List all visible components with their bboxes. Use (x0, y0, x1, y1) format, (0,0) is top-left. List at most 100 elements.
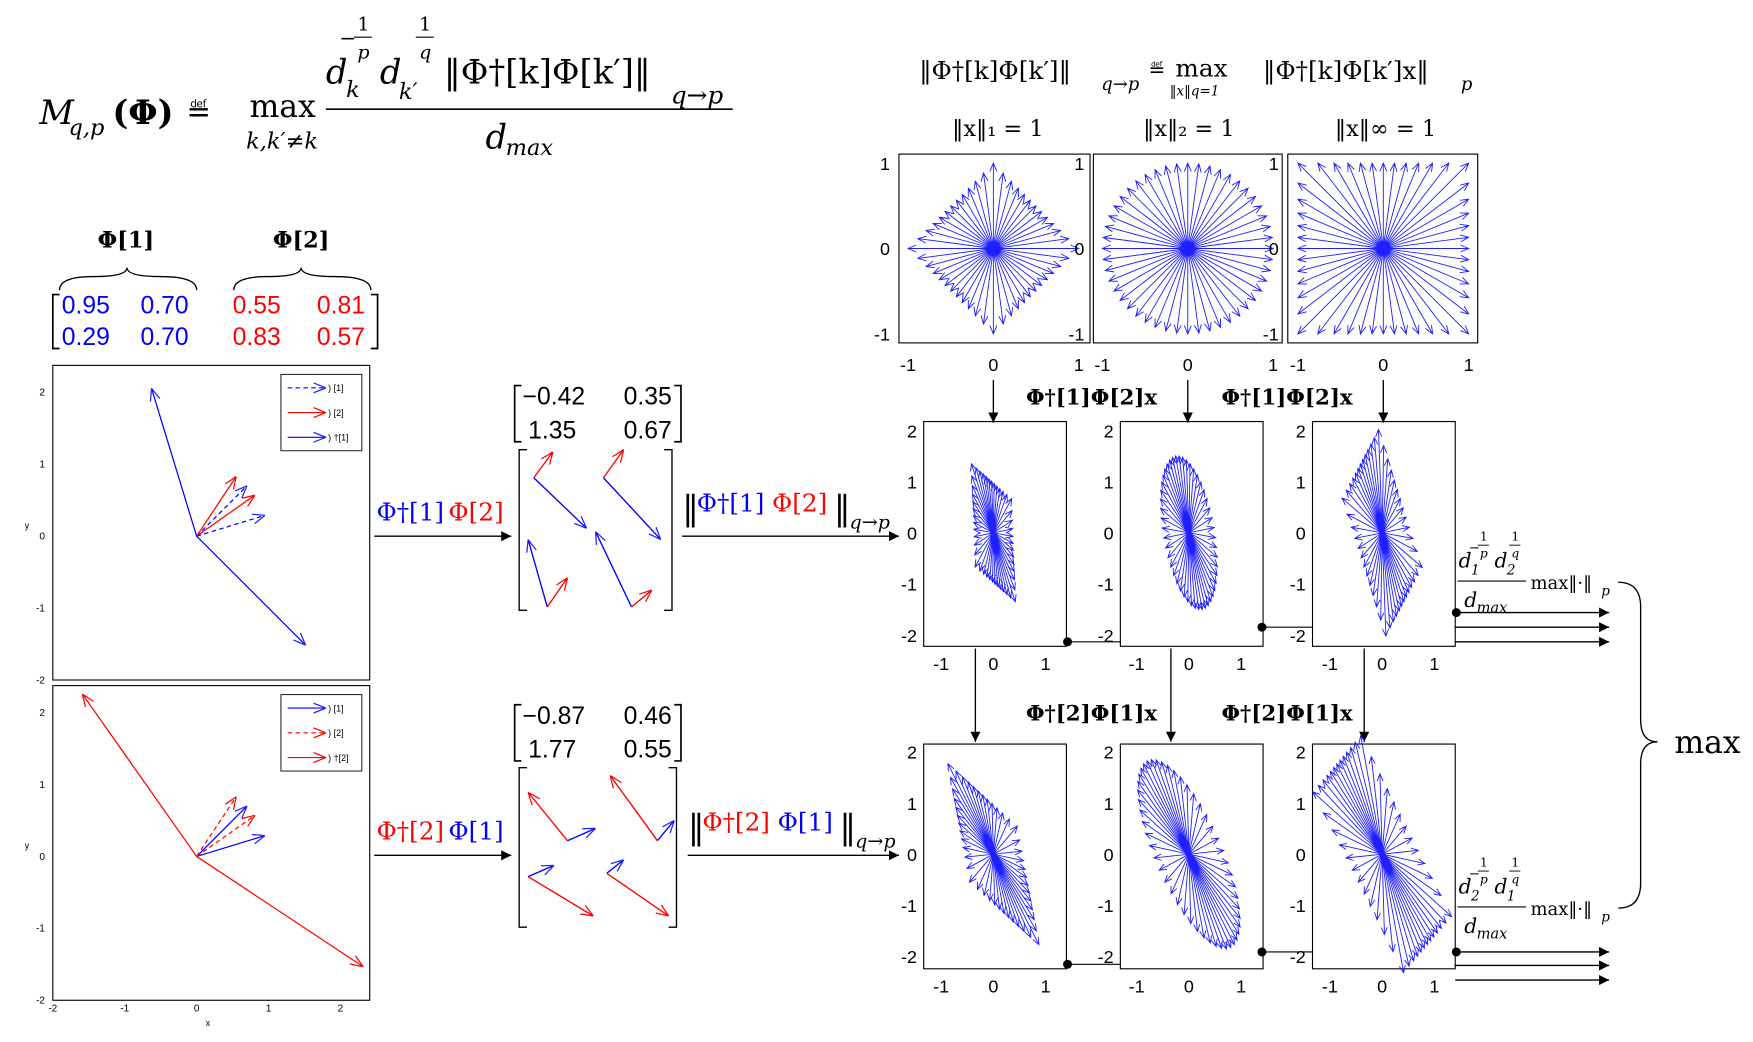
math-text: 1 (1511, 856, 1519, 870)
vector-arrow (196, 535, 306, 645)
product-label: Φ†[2] (376, 817, 444, 846)
bracket (668, 766, 678, 928)
y-tick-label: 2 (39, 708, 45, 719)
math-text: d (1459, 549, 1472, 573)
plot-frame (1287, 153, 1479, 344)
matrix-entry: 0.46 (624, 703, 672, 730)
x-tick-label: 1 (1268, 355, 1278, 375)
vector-arrow (196, 476, 237, 537)
math-text: p (1601, 910, 1610, 926)
math-text: p (1480, 872, 1488, 886)
x-tick-label: 0 (1377, 976, 1387, 996)
matrix-entry: 0.29 (62, 324, 110, 351)
math-text: M (38, 93, 75, 132)
y-tick-label: 0 (1074, 239, 1084, 259)
plot-frame (52, 685, 371, 1001)
math-text: k,k′≠k (246, 128, 318, 154)
x-tick-label: 0 (1184, 654, 1194, 674)
x-tick-label: -1 (933, 654, 949, 674)
math-text: q→p (671, 81, 724, 110)
legend-label: ) [1] (328, 383, 343, 393)
column-vector (602, 477, 660, 540)
map-label: Φ†[2]Φ[1]x (1221, 701, 1352, 726)
math-text: q (1511, 872, 1519, 886)
vector-arrow (152, 388, 198, 537)
plot-frame (52, 364, 371, 681)
column-vector (567, 828, 595, 842)
matrix-entry: 0.81 (317, 293, 365, 320)
math-text: 1 (1471, 562, 1480, 578)
plot-frame (898, 153, 1091, 344)
arrow-fan (1311, 734, 1453, 974)
math-text: ‖Φ†[k]Φ[k′]x‖ (1263, 56, 1429, 86)
bracket (518, 766, 528, 928)
y-tick-label: 2 (39, 388, 45, 399)
max-label: max (1674, 725, 1741, 761)
y-tick-label: -1 (36, 924, 45, 935)
y-tick-label: -1 (1098, 896, 1114, 916)
vector-arrow (196, 806, 247, 857)
y-tick-label: 1 (880, 154, 890, 174)
y-tick-label: -2 (1290, 947, 1306, 967)
x-tick-label: 0 (1183, 355, 1193, 375)
column-vector (596, 532, 633, 608)
junction (1451, 608, 1461, 618)
y-tick-label: 2 (1104, 743, 1114, 763)
y-tick-label: 1 (1104, 472, 1114, 492)
math-text: d (326, 52, 348, 91)
column-vector (533, 452, 553, 479)
math-text: k′ (399, 79, 418, 105)
math-text: 2 (1506, 562, 1516, 578)
bracket (674, 703, 682, 762)
bracket (518, 448, 528, 612)
column-vector (527, 865, 554, 878)
vector-arrow (196, 486, 247, 537)
math-text: max‖·‖ (1531, 899, 1593, 920)
math-text: − (1469, 866, 1480, 882)
legend-label: ) †[1] (328, 433, 348, 443)
y-tick-label: 0 (39, 852, 45, 863)
math-text: max (1175, 54, 1227, 83)
column-vector (528, 540, 548, 608)
column-vector (606, 860, 624, 874)
bracket (513, 384, 522, 443)
x-tick-label: 0 (988, 654, 998, 674)
y-tick-label: 1 (1296, 472, 1306, 492)
ball-label: ‖x‖₁ = 1 (952, 116, 1044, 142)
y-tick-label: 0 (1296, 524, 1306, 544)
x-tick-label: -1 (1129, 976, 1145, 996)
matrix-entry: 0.70 (140, 324, 188, 351)
matrix-entry: −0.42 (523, 384, 586, 411)
x-tick-label: 1 (1041, 976, 1051, 996)
x-tick-label: 0 (988, 976, 998, 996)
math-text: max (1477, 925, 1509, 942)
y-tick-label: 0 (1269, 239, 1279, 259)
arrow-fan (1296, 161, 1470, 336)
x-tick-label: 0 (1377, 654, 1387, 674)
math-text: q→p (1101, 74, 1140, 95)
x-tick-label: -2 (48, 1004, 57, 1015)
ball-label: ‖x‖∞ = 1 (1335, 116, 1436, 142)
x-tick-label: -1 (900, 355, 916, 375)
y-tick-label: -1 (1098, 575, 1114, 595)
bracket (370, 293, 379, 350)
norm-label: Φ[2] (772, 488, 827, 517)
y-tick-label: 2 (1104, 421, 1114, 441)
matrix-entry: 0.55 (624, 737, 672, 764)
y-tick-label: 0 (1104, 524, 1114, 544)
y-tick-label: -2 (36, 675, 45, 686)
y-tick-label: 2 (907, 421, 917, 441)
x-tick-label: 1 (1041, 654, 1051, 674)
x-tick-label: 0 (1184, 976, 1194, 996)
column-vector (606, 872, 669, 916)
norm-label: Φ†[2] (702, 808, 770, 837)
math-text: p (1480, 547, 1488, 561)
math-text: max‖·‖ (1531, 573, 1593, 594)
column-vector (546, 578, 567, 608)
y-tick-label: -1 (36, 603, 45, 614)
x-tick-label: 1 (1464, 355, 1474, 375)
y-tick-label: -1 (1290, 896, 1306, 916)
matrix-entry: 1.77 (528, 737, 576, 764)
norm-label: Φ[1] (778, 808, 833, 837)
y-tick-label: 1 (1269, 154, 1279, 174)
